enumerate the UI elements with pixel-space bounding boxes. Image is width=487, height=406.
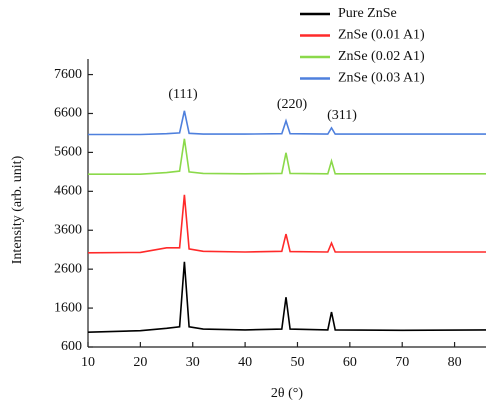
x-tick-label: 80 xyxy=(448,355,462,370)
series-line xyxy=(87,261,487,333)
y-tick-label: 3600 xyxy=(54,222,82,237)
legend-label: Pure ZnSe xyxy=(338,6,397,21)
peak-annotation: (311) xyxy=(327,108,357,123)
x-tick-label: 40 xyxy=(238,355,252,370)
y-tick-label: 5600 xyxy=(54,145,82,160)
y-tick-label: 4600 xyxy=(54,184,82,199)
y-tick-label: 1600 xyxy=(54,300,82,315)
legend-label: ZnSe (0.01 A1) xyxy=(338,28,425,43)
y-tick-label: 7600 xyxy=(54,67,82,82)
series-line xyxy=(87,194,486,254)
y-tick-label: 2600 xyxy=(54,261,82,276)
y-tick-label: 6600 xyxy=(54,106,82,121)
x-tick-label: 70 xyxy=(395,355,409,370)
legend-label: ZnSe (0.03 A1) xyxy=(338,71,425,86)
peak-annotation: (220) xyxy=(277,97,308,112)
series-line xyxy=(88,138,486,175)
y-tick-label: 600 xyxy=(61,339,82,354)
peak-annotation: (111) xyxy=(168,87,198,102)
x-tick-label: 30 xyxy=(186,355,200,370)
legend-label: ZnSe (0.02 A1) xyxy=(338,49,425,64)
x-tick-label: 60 xyxy=(343,355,357,370)
x-tick-label: 50 xyxy=(290,355,304,370)
x-tick-label: 20 xyxy=(133,355,147,370)
y-axis-label: Intensity (arb. unit) xyxy=(10,155,25,264)
x-axis-label: 2θ (°) xyxy=(271,386,303,401)
series-line xyxy=(88,110,486,136)
x-tick-label: 10 xyxy=(81,355,95,370)
